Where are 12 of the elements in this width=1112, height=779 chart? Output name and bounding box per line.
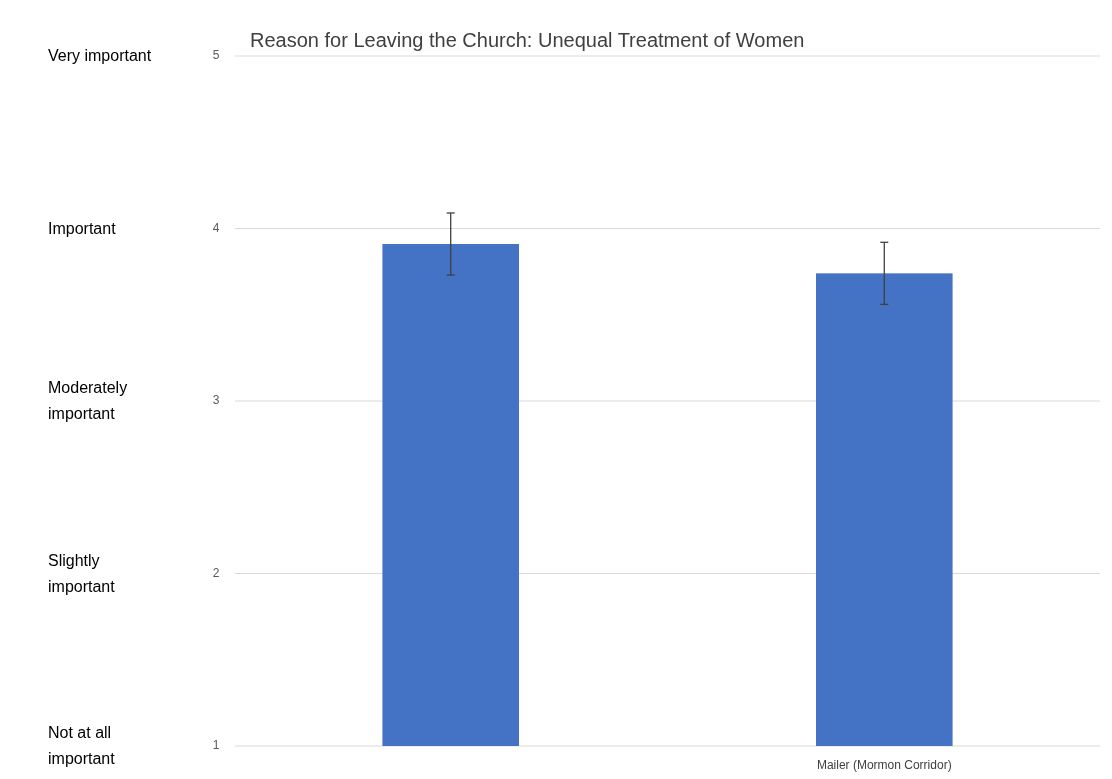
text: Very important (48, 47, 152, 65)
y-tick-label: 1 (212, 738, 220, 753)
y-tick-label: 3 (212, 393, 220, 408)
x-tick-label: Mailer (Mormon Corridor) (816, 758, 952, 772)
text: Slightly important (48, 551, 116, 595)
y-tick-label: 5 (212, 48, 220, 63)
y-tick-label: 2 (212, 565, 220, 580)
text: Important (48, 219, 117, 237)
text: Not at all important (48, 724, 116, 768)
y-tick-label: 4 (212, 220, 220, 235)
chart-title: Reason for Leaving the Church: Unequal Treatment of Women (250, 29, 805, 51)
text: Moderately important (48, 379, 128, 423)
